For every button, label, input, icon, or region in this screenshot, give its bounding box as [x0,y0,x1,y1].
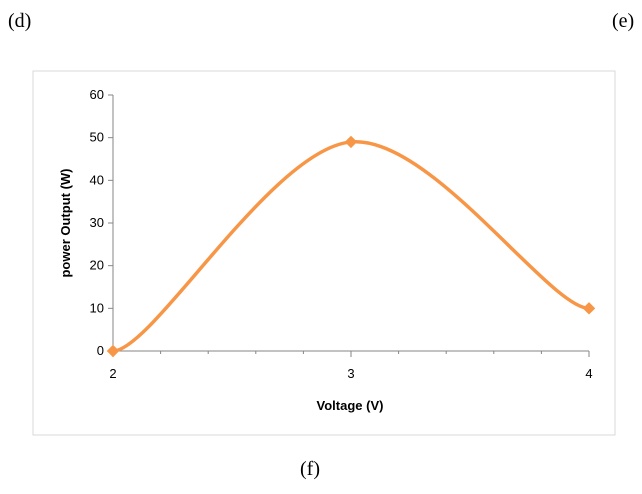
x-tick-label: 3 [347,366,354,381]
data-point-marker [344,135,358,149]
chart-frame [32,70,616,436]
y-tick-label: 50 [90,130,104,145]
y-tick-label: 20 [90,258,104,273]
data-point-marker [582,302,596,315]
panel-label-f: (f) [300,458,320,480]
y-tick-label: 40 [90,172,104,187]
data-point-marker [106,344,120,358]
x-tick-label: 2 [109,366,116,381]
x-tick-label: 4 [585,366,592,381]
panel-label-d: (d) [8,10,32,32]
y-tick-label: 30 [90,215,104,230]
y-tick-label: 0 [97,343,104,358]
y-axis-title: power Output (W) [58,168,73,277]
x-axis-title: Voltage (V) [317,398,384,413]
y-tick-label: 60 [90,87,104,102]
panel-label-e: (e) [612,10,635,32]
y-tick-label: 10 [90,300,104,315]
